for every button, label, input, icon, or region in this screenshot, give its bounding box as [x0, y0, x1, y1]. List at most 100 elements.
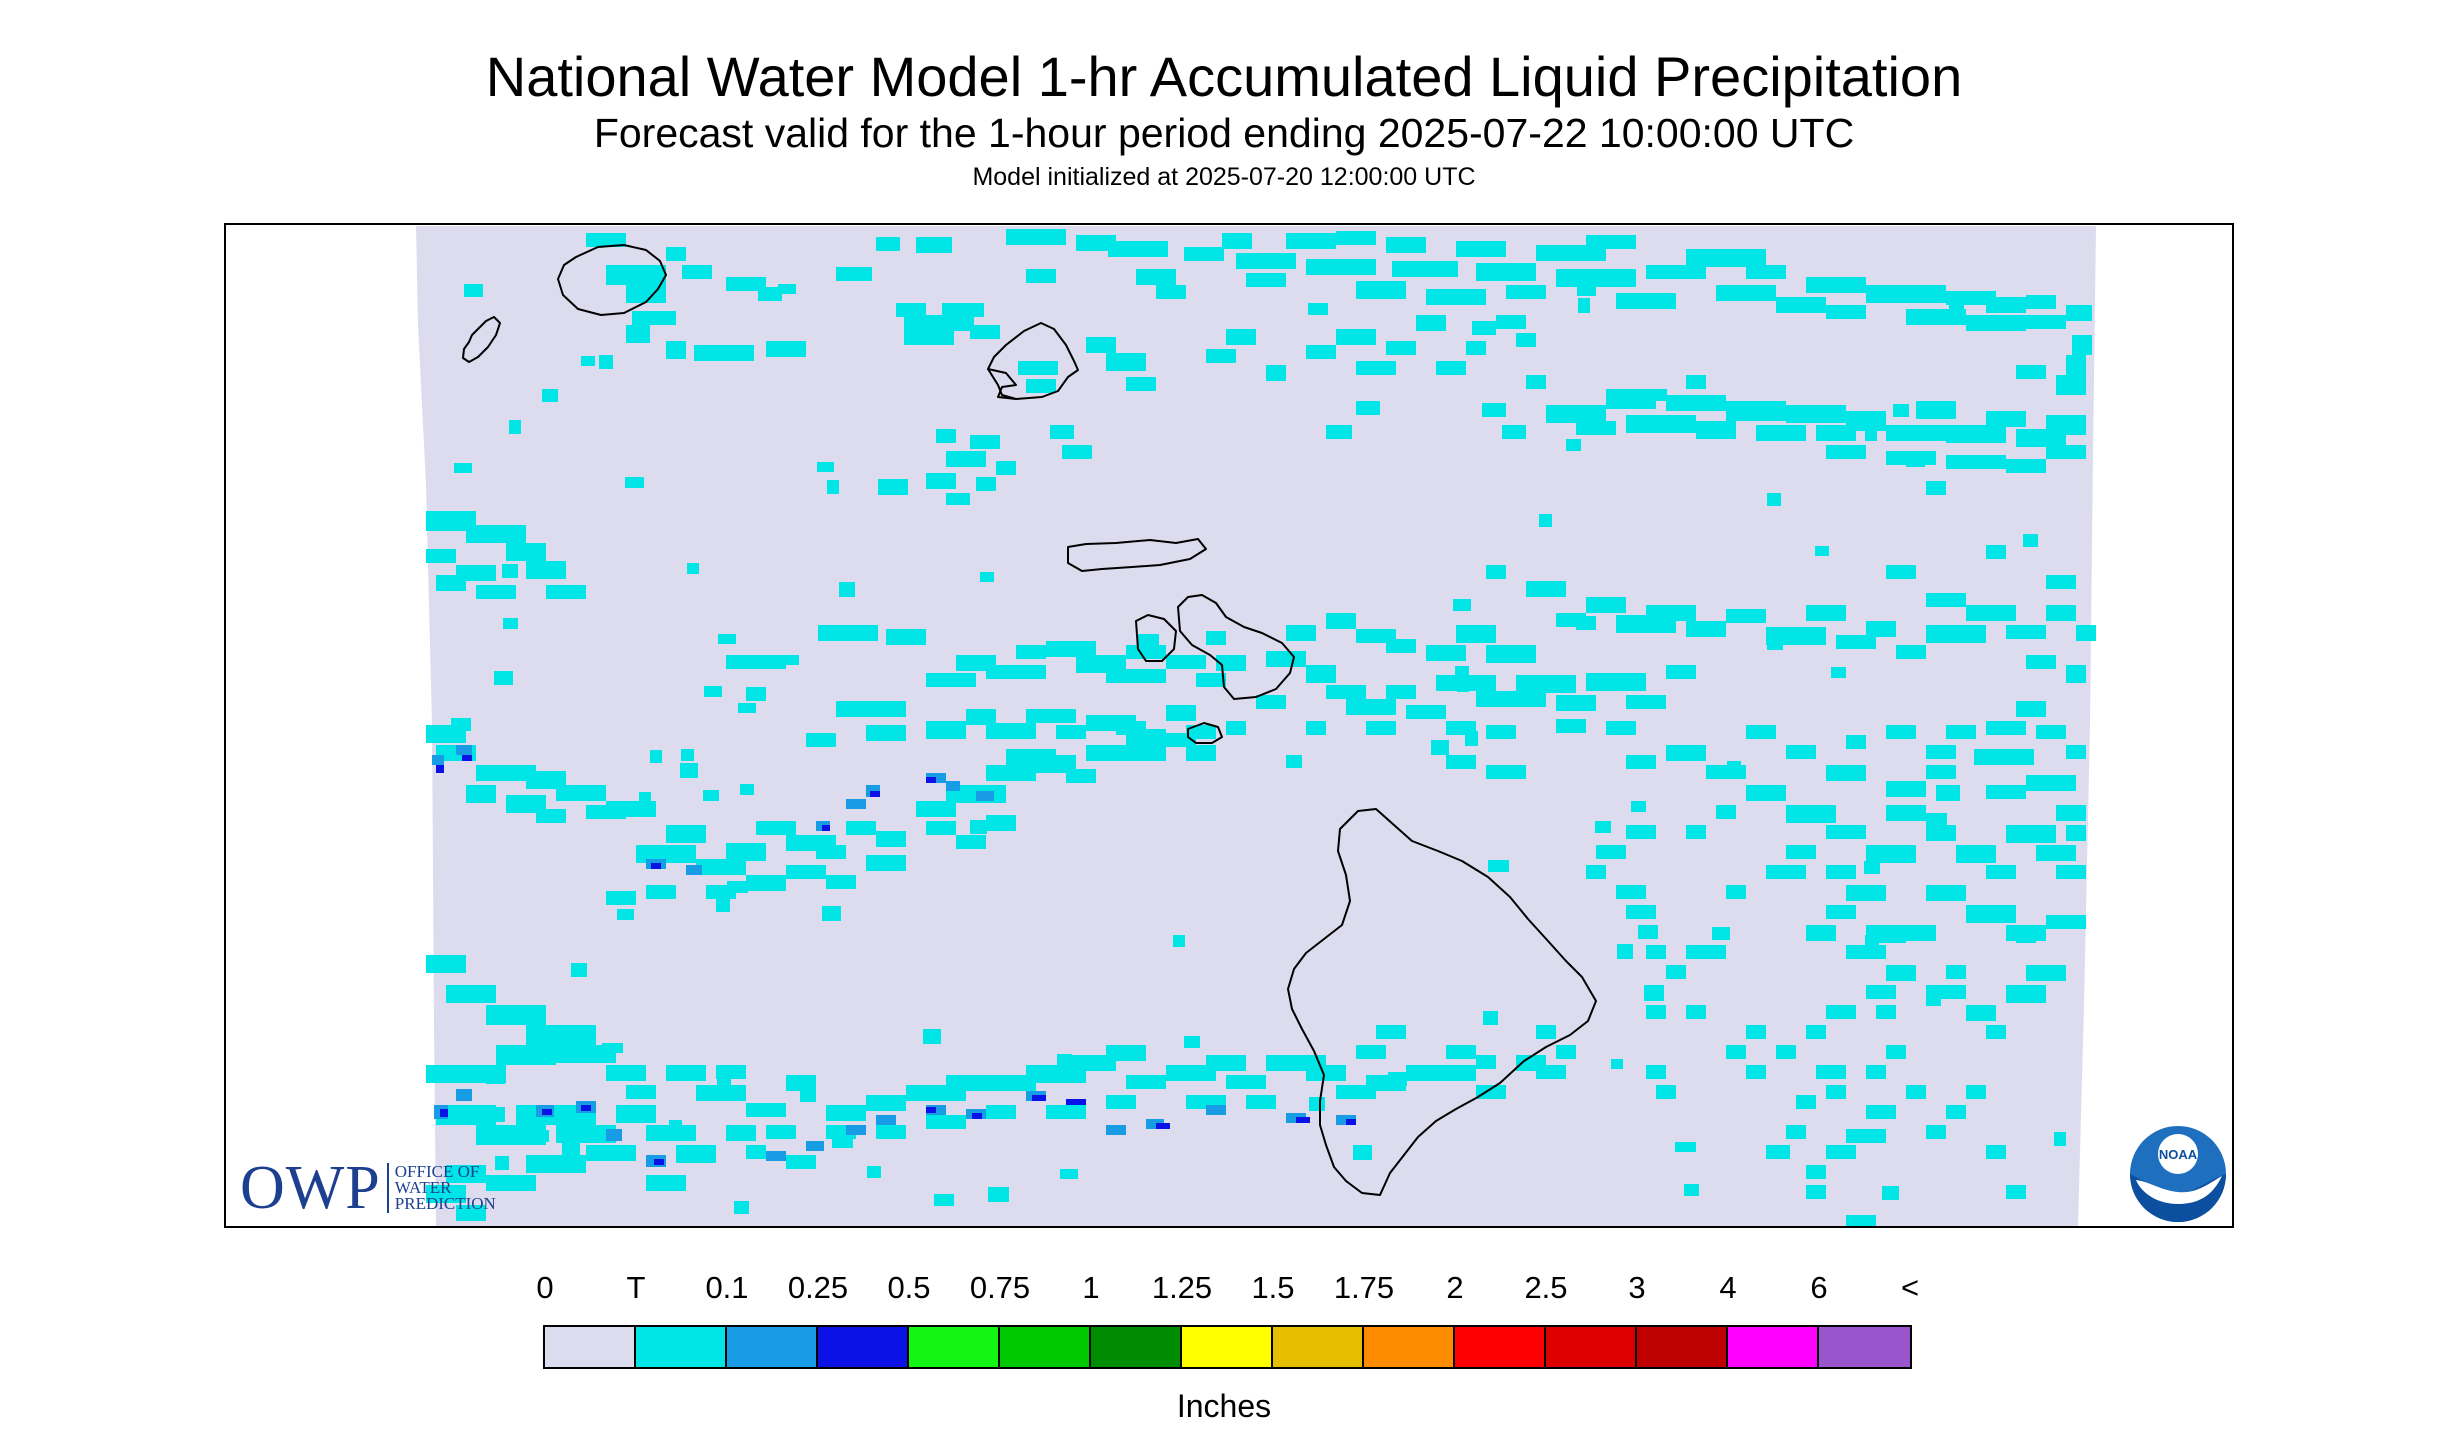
- precip-cell: [586, 233, 626, 247]
- precip-cell: [866, 725, 906, 741]
- legend-swatch: [1546, 1327, 1637, 1367]
- precip-cell: [1126, 645, 1166, 659]
- precip-cell: [1086, 337, 1116, 353]
- precip-layer: [426, 229, 2096, 1226]
- precip-cell: [1426, 289, 1486, 305]
- precip-cell: [1536, 1025, 1556, 1039]
- precip-cell: [870, 791, 880, 797]
- legend-swatch: [1455, 1327, 1546, 1367]
- legend-swatch: [1000, 1327, 1091, 1367]
- precip-cell: [846, 799, 866, 809]
- precip-cell: [2046, 575, 2076, 589]
- precip-cell: [436, 1105, 496, 1125]
- precip-cell: [1060, 1169, 1078, 1179]
- precip-cell: [1946, 725, 1976, 739]
- precip-cell: [1016, 645, 1046, 659]
- precip-cell: [1306, 259, 1376, 275]
- precip-cell: [704, 686, 722, 697]
- precip-cell: [1926, 825, 1956, 841]
- precip-cell: [682, 265, 712, 279]
- precip-cell: [1946, 425, 2006, 443]
- precip-cell: [1826, 905, 1856, 919]
- precip-cell: [1826, 1145, 1856, 1159]
- precip-cell: [1776, 1045, 1796, 1059]
- precip-cell: [818, 625, 878, 641]
- precip-cell: [1126, 729, 1166, 745]
- precip-cell: [1296, 1117, 1310, 1123]
- precip-cell: [1712, 927, 1730, 940]
- precip-cell: [1431, 740, 1449, 755]
- precip-cell: [1446, 1065, 1476, 1081]
- precip-cell: [1308, 303, 1328, 315]
- precip-cell: [1106, 1095, 1136, 1109]
- precip-cell: [1595, 821, 1611, 833]
- precip-cell: [1886, 565, 1916, 579]
- owp-divider: [386, 1163, 389, 1213]
- precip-cell: [456, 1205, 486, 1221]
- precip-cell: [976, 477, 996, 491]
- precip-cell: [1646, 1005, 1666, 1019]
- precip-cell: [1477, 676, 1495, 686]
- precip-cell: [726, 843, 766, 861]
- map-title: National Water Model 1-hr Accumulated Li…: [485, 45, 1963, 108]
- precip-cell: [556, 785, 606, 801]
- precip-cell: [1336, 231, 1376, 245]
- precip-cell: [1767, 636, 1783, 650]
- precip-cell: [1966, 315, 2026, 331]
- precip-cell: [2066, 745, 2086, 759]
- precip-cell: [1502, 425, 1526, 439]
- precip-cell: [1906, 925, 1936, 941]
- precip-cell: [526, 771, 566, 789]
- precip-cell: [1576, 421, 1616, 435]
- precip-cell: [556, 1125, 616, 1143]
- model-init-text: Model initialized at 2025-07-20 12:00:00…: [972, 163, 1476, 191]
- precip-cell: [666, 825, 706, 843]
- precip-cell: [2006, 825, 2056, 843]
- precip-cell: [646, 885, 676, 899]
- precip-cell: [1686, 621, 1726, 637]
- precip-cell: [1472, 321, 1496, 335]
- precip-cell: [1866, 285, 1946, 303]
- precip-cell: [726, 277, 766, 291]
- precip-cell: [1586, 865, 1606, 879]
- precip-cell: [1986, 785, 2026, 799]
- precip-cell: [1057, 1054, 1072, 1069]
- precip-cell: [1776, 297, 1826, 313]
- precip-cell: [1226, 1075, 1266, 1089]
- precip-cell: [1626, 755, 1656, 769]
- precip-cell: [606, 1065, 646, 1081]
- precip-cell: [1686, 825, 1706, 839]
- legend-swatch: [818, 1327, 909, 1367]
- precip-cell: [1926, 745, 1956, 759]
- precip-cell: [916, 801, 956, 817]
- precip-cell: [1426, 645, 1466, 661]
- precip-cell: [1436, 361, 1466, 375]
- island-kahoolawe: [1187, 722, 1223, 744]
- precip-cell: [1946, 455, 2006, 469]
- precip-cell: [976, 791, 994, 801]
- precip-cell: [836, 267, 872, 281]
- precip-cell: [1946, 965, 1966, 979]
- precip-cell: [716, 897, 730, 912]
- precip-cell: [1864, 861, 1880, 874]
- precip-cell: [1556, 269, 1636, 287]
- precip-cell: [1346, 699, 1396, 715]
- island-niihau: [462, 316, 501, 363]
- precip-cell: [816, 845, 846, 859]
- legend-swatch: [1182, 1327, 1273, 1367]
- precip-cell: [1986, 1145, 2006, 1159]
- precip-cell: [1896, 645, 1926, 659]
- precip-cell: [1476, 263, 1536, 281]
- precip-cell: [726, 655, 786, 669]
- owp-logo: OWP OFFICE OF WATER PREDICTION: [240, 1157, 535, 1219]
- precip-cell: [1886, 781, 1926, 797]
- precip-cell: [1946, 291, 1996, 305]
- precip-cell: [1886, 965, 1916, 981]
- precip-cell: [1486, 765, 1526, 779]
- precip-cell: [1675, 1142, 1696, 1152]
- precip-cell: [651, 863, 661, 869]
- precip-cell: [1106, 669, 1166, 683]
- precip-cell: [766, 341, 806, 357]
- precip-cell: [1184, 247, 1224, 261]
- precip-cell: [687, 563, 699, 574]
